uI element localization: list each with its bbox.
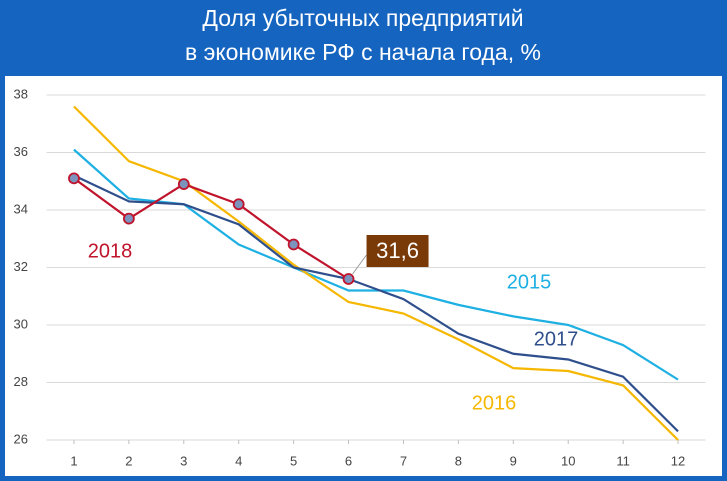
- x-tick-label: 9: [510, 453, 517, 468]
- chart-title: Доля убыточных предприятий: [202, 5, 523, 31]
- x-tick-label: 4: [235, 453, 242, 468]
- series-line: [73, 177, 350, 280]
- plot-background: [5, 76, 722, 476]
- series-line: [73, 105, 679, 441]
- y-tick-label: 38: [14, 86, 28, 101]
- x-tick-label: 6: [345, 453, 352, 468]
- marker: [68, 172, 80, 185]
- y-tick-label: 30: [14, 316, 28, 331]
- x-tick-label: 3: [180, 453, 187, 468]
- x-tick-label: 2: [125, 453, 132, 468]
- series-line: [73, 174, 679, 433]
- marker: [122, 212, 135, 225]
- y-tick-label: 26: [14, 431, 28, 446]
- x-tick-label: 8: [455, 453, 462, 468]
- marker: [287, 238, 300, 251]
- callout: [352, 254, 367, 275]
- y-tick-label: 32: [14, 259, 28, 274]
- series-name: 2017: [534, 328, 579, 350]
- marker: [177, 178, 190, 191]
- series-name: 2016: [472, 392, 517, 414]
- x-tick-label: 10: [561, 453, 575, 468]
- x-tick-label: 12: [671, 453, 685, 468]
- x-tick-label: 5: [290, 453, 297, 468]
- marker: [342, 273, 355, 285]
- marker: [232, 198, 245, 211]
- data-label: 31,6: [376, 238, 419, 263]
- label-box: [366, 235, 429, 267]
- chart-title: в экономике РФ с начала года, %: [185, 39, 541, 65]
- x-tick-label: 7: [400, 453, 407, 468]
- y-tick-label: 36: [14, 144, 28, 159]
- y-tick-label: 34: [14, 201, 28, 216]
- x-tick-label: 11: [616, 453, 630, 468]
- y-tick-label: 28: [14, 374, 28, 389]
- x-tick-label: 1: [70, 453, 77, 468]
- series-name: 2018: [88, 240, 133, 262]
- series-name: 2015: [507, 271, 552, 293]
